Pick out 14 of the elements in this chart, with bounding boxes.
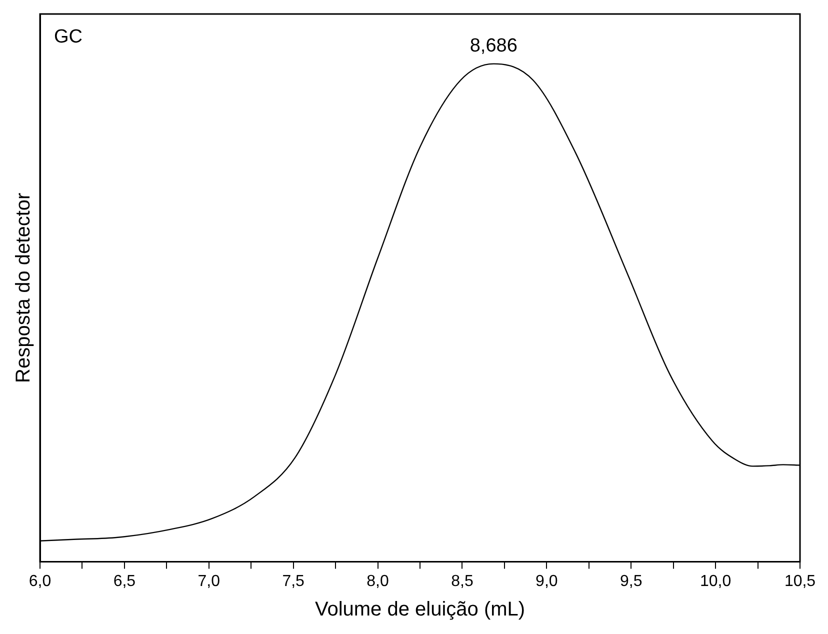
x-tick-label: 8,0 [366,572,389,590]
annotation: 8,686 [470,36,518,57]
x-tick-label: 6,0 [28,572,52,590]
x-tick-label: 9,5 [620,572,642,590]
y-axis-title: Resposta do detector [12,192,35,383]
x-tick-label: 8,5 [451,572,474,590]
x-tick-label: 10,5 [784,572,816,590]
x-tick-label: 6,5 [113,572,136,590]
x-tick-label: 9,0 [536,572,558,590]
x-tick-label: 7,5 [282,572,305,590]
text: GC [54,26,82,48]
x-tick-label: 10,0 [700,572,732,590]
x-tick-label: 7,0 [198,572,220,590]
x-axis-title: Volume de eluição (mL) [314,598,526,621]
